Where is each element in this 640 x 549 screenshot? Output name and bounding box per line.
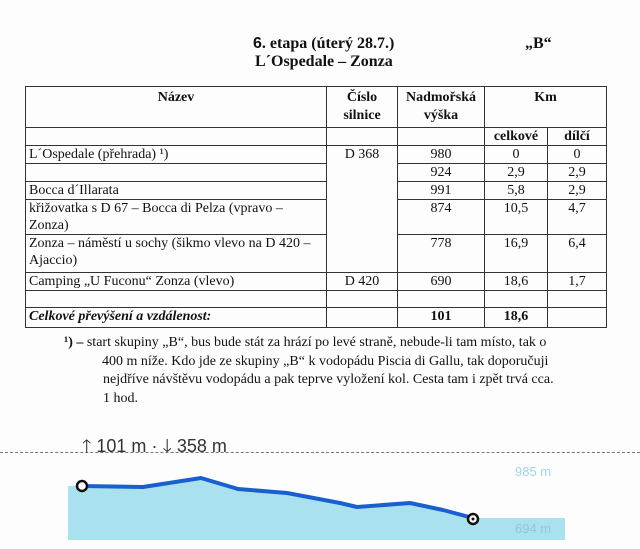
stage-title: 6. etapa (úterý 28.7.) [253, 35, 394, 53]
arrow-up-icon: 🡑 [82, 436, 92, 456]
footnote-line: 400 m níže. Kdo jde ze skupiny „B“ k vod… [102, 353, 549, 369]
min-elevation-label: 694 m [515, 521, 551, 536]
table-row: Zonza – náměstí u sochy (šikmo vlevo na … [25, 234, 607, 273]
stage-table: Název Číslo silnice Nadmořská výška Km cel… [25, 86, 607, 328]
cell-name: L´Ospedale (přehrada) ¹) [25, 145, 327, 164]
route-title: L´Ospedale – Zonza [255, 53, 393, 70]
summary-total: 18,6 [484, 307, 548, 328]
footnote: ¹) – start skupiny „B“, bus bude stát za… [64, 334, 624, 408]
cell-partial: 6,4 [547, 234, 607, 273]
col-km-total-header: celkové [484, 127, 548, 146]
col-km-partial-header: dílčí [547, 127, 607, 146]
cell-total: 18,6 [484, 272, 548, 291]
cell-partial: 2,9 [547, 181, 607, 200]
cell-road: D 368 [326, 145, 398, 273]
cell-name: Zonza – náměstí u sochy (šikmo vlevo na … [25, 234, 327, 273]
profile-line [81, 476, 474, 520]
table-row: Bocca d´Illarata 991 5,8 2,9 [25, 181, 607, 200]
summary-altitude: 101 [397, 307, 485, 328]
descent-value: 358 m [176, 436, 227, 456]
table-row: Camping „U Fuconu“ Zonza (vlevo) D 420 6… [25, 272, 607, 291]
col-name-header: Název [25, 86, 327, 128]
summary-label: Celkové převýšení a vzdálenost: [25, 307, 327, 328]
start-marker [75, 479, 89, 493]
stage-title-text: . etapa (úterý 28.7.) [261, 35, 395, 52]
stage-number: 6 [253, 35, 262, 52]
footnote-line: 1 hod. [103, 390, 138, 406]
footnote-line: nejdříve návštěvu vodopádu a pak teprve … [103, 372, 554, 387]
end-marker-dot [471, 517, 475, 521]
col-road-header: Číslo silnice [326, 86, 398, 128]
max-elevation-label: 985 m [515, 464, 551, 479]
cut-line [0, 452, 640, 453]
footnote-marker: ¹) – [64, 335, 84, 350]
group-label: „B“ [525, 35, 552, 52]
cell-altitude: 778 [397, 234, 485, 273]
summary-row: Celkové převýšení a vzdálenost: 101 18,6 [25, 307, 607, 328]
footnote-line: start skupiny „B“, bus bude stát za hráz… [86, 335, 547, 350]
cell-total: 2,9 [484, 163, 548, 182]
cell-altitude: 980 [397, 145, 485, 164]
cell-partial: 1,7 [547, 272, 607, 291]
ascent-value: 101 m [96, 436, 147, 456]
arrow-down-icon: 🡓 [162, 436, 172, 456]
elevation-summary: 🡑 101 m · 🡓 358 m [82, 434, 227, 464]
col-altitude-header: Nadmořská výška [397, 86, 485, 128]
separator: · [151, 436, 158, 456]
col-km-header: Km [484, 86, 607, 128]
profile-fill [68, 478, 565, 540]
table-row: L´Ospedale (přehrada) ¹) D 368 980 0 0 [25, 145, 607, 273]
